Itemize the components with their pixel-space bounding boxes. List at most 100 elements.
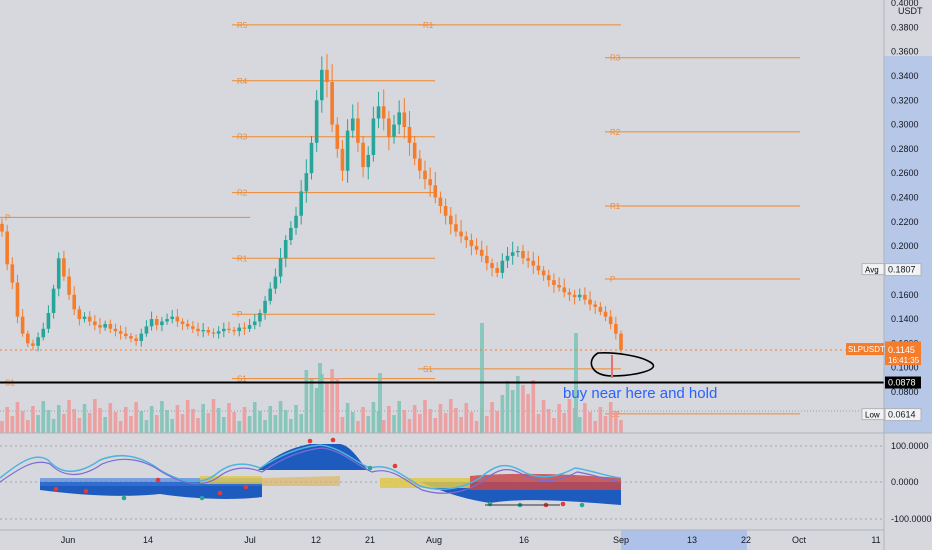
candle [160,321,164,326]
candle [407,126,412,143]
candle [433,185,438,198]
volume-bar [567,399,572,433]
currency-label: USDT [898,6,923,16]
candle [201,330,205,332]
volume-bar [340,417,345,433]
candle [376,106,381,119]
volume-bar [278,401,283,433]
volume-bar [160,401,164,433]
oscillator-tick-label: -100.0000 [891,514,932,524]
volume-bar [614,411,618,433]
price-tick-label: 0.0800 [891,387,919,397]
volume-bar [108,403,113,433]
volume-bar [516,376,520,433]
candle [113,328,118,332]
volume-bar [593,421,598,433]
pivot-label: P [610,275,615,284]
volume-bar [211,399,216,433]
candle [222,328,226,332]
volume-bar [577,417,582,433]
volume-bar [557,404,561,433]
volume-bar [263,420,267,433]
candle [191,326,195,329]
time-tick-label: Aug [426,535,442,545]
candle [118,331,123,334]
candle [392,124,396,137]
candle [196,328,200,332]
candle [144,326,149,334]
volume-bar [505,381,510,433]
volume-bar [381,420,386,433]
volume-bar [423,400,427,433]
volume-bar [521,385,525,433]
candle [304,173,309,192]
volume-bar [180,414,185,433]
volume-bar [387,406,391,433]
candle [237,327,242,332]
volume-bar [25,420,30,433]
volume-bar [87,413,92,433]
volume-bar [407,419,412,433]
pivot-label: P [237,310,242,319]
volume-bar [350,412,355,433]
candle [572,294,577,298]
candle [531,260,536,266]
volume-bar [113,412,118,433]
volume-bar [318,363,322,433]
candle [77,309,82,320]
hand-drawn-circle[interactable] [590,352,654,377]
volume-bar [552,418,556,433]
candle [325,69,329,83]
countdown-label: 16:41:35 [888,356,920,365]
volume-bar [438,404,443,433]
time-tick-label: Jul [244,535,256,545]
volume-bar [418,414,422,433]
volume-bar [531,380,536,433]
volume-bar [541,400,546,433]
pivot-label: S1 [423,365,433,374]
pivot-label: R1 [610,202,621,211]
candle [314,100,319,143]
volume-bar [433,418,438,433]
candle [309,142,314,174]
pivot-label: R4 [237,77,248,86]
candle [500,260,505,273]
candle [454,224,458,232]
candle [464,236,469,241]
candle [448,215,453,225]
volume-bar [185,400,190,433]
candle [0,223,4,232]
pivot-label: R5 [237,21,248,30]
volume-bar [51,419,56,433]
volume-bar [103,417,107,433]
pivot-label: P [5,213,10,222]
candle [129,336,133,339]
candle [31,343,35,346]
pivot-label: S1 [237,375,247,384]
candle [335,124,340,149]
candle [273,276,278,289]
volume-bar [247,416,252,433]
price-tick-label: 0.3400 [891,71,919,81]
annotation-text[interactable]: buy near here and hold [563,385,717,402]
time-tick-label: 21 [365,535,375,545]
candle [294,215,298,228]
volume-bar [216,408,221,433]
candle [567,292,572,295]
candle [56,258,61,289]
volume-bar [325,383,329,433]
time-tick-label: 11 [871,535,880,545]
avg-price-label: 0.1807 [888,265,916,275]
candle [211,332,216,334]
candle [289,227,293,241]
current-price-label: 0.1145 [888,345,915,355]
price-axis-ticks: 0.08000.10000.12000.14000.16000.18000.20… [891,0,919,397]
price-tick-label: 0.2600 [891,168,919,178]
volume-bar [345,403,350,433]
candle [46,312,51,329]
pivot-label: R1 [237,254,248,263]
price-tick-label: 0.3200 [891,95,919,105]
volume-bar [485,416,489,433]
candle [299,191,303,216]
